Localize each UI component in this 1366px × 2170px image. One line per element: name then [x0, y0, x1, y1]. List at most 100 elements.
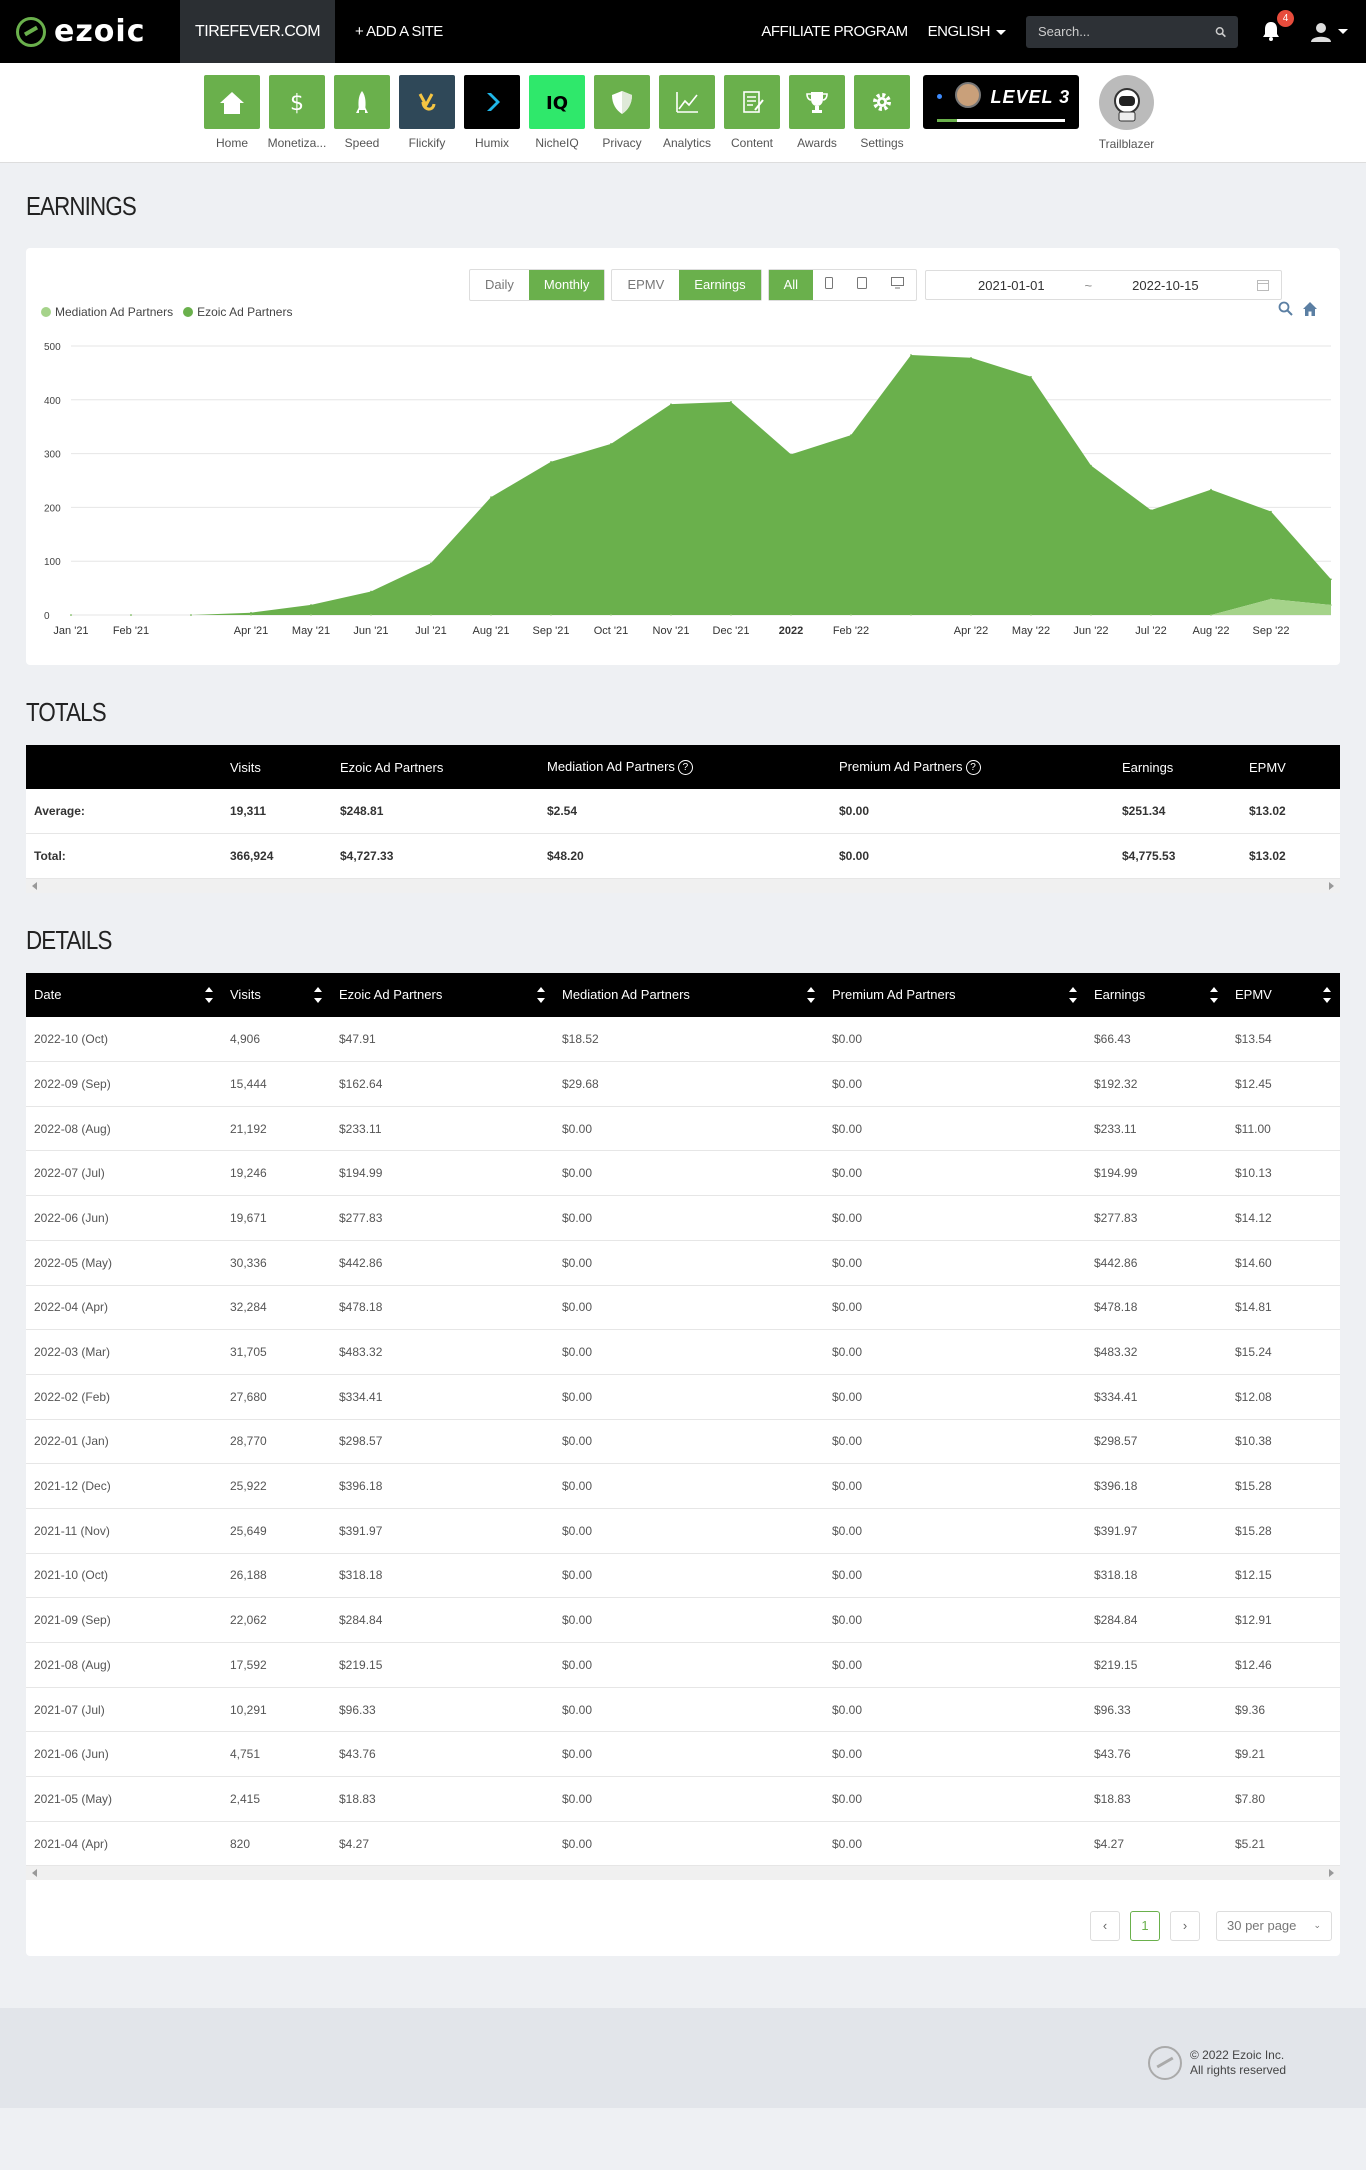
data-point[interactable]: [970, 614, 972, 616]
user-menu[interactable]: [1310, 21, 1348, 43]
current-site-tab[interactable]: TIREFEVER.COM: [180, 0, 335, 63]
data-point[interactable]: [250, 611, 252, 614]
details-horizontal-scrollbar[interactable]: [26, 1866, 1340, 1881]
monthly-button[interactable]: Monthly: [528, 270, 605, 300]
ezoic-logo[interactable]: ezoic: [0, 0, 180, 63]
data-point[interactable]: [490, 614, 492, 616]
scroll-right-arrow-icon[interactable]: [1329, 1869, 1334, 1878]
column-header[interactable]: Premium Ad Partners: [824, 972, 1086, 1017]
date-from[interactable]: 2021-01-01: [978, 277, 1045, 293]
column-header[interactable]: Earnings: [1086, 972, 1227, 1017]
app-home[interactable]: Home: [200, 75, 265, 150]
data-point[interactable]: [370, 614, 372, 616]
app-humix[interactable]: Humix: [460, 75, 525, 150]
notifications-button[interactable]: 4: [1260, 9, 1294, 44]
column-header[interactable]: Visits: [222, 972, 331, 1017]
zoom-icon[interactable]: [1278, 301, 1294, 317]
search-input[interactable]: [1038, 24, 1215, 39]
app-content[interactable]: Content: [720, 75, 785, 150]
per-page-select[interactable]: 30 per page ⌄: [1216, 1910, 1332, 1941]
sort-icon[interactable]: [536, 986, 546, 1003]
desktop-button[interactable]: [879, 270, 916, 300]
data-point[interactable]: [430, 562, 432, 564]
data-point[interactable]: [670, 403, 672, 405]
app-dollar[interactable]: $ Monetiza...: [265, 75, 330, 150]
series-area-ezoic[interactable]: [71, 354, 1331, 615]
data-point[interactable]: [1210, 614, 1212, 616]
data-point[interactable]: [1030, 375, 1032, 378]
data-point[interactable]: [610, 614, 612, 616]
date-range-picker[interactable]: 2021-01-01 ~ 2022-10-15: [925, 270, 1283, 300]
data-point[interactable]: [1270, 510, 1272, 513]
app-analytics[interactable]: Analytics: [655, 75, 720, 150]
app-tile[interactable]: [204, 75, 260, 129]
data-point[interactable]: [310, 614, 312, 616]
column-header[interactable]: EPMV: [1227, 972, 1340, 1017]
data-point[interactable]: [730, 614, 732, 616]
level-badge[interactable]: LEVEL 3: [922, 75, 1079, 129]
data-point[interactable]: [250, 614, 252, 616]
data-point[interactable]: [790, 453, 792, 456]
app-tile[interactable]: [789, 75, 845, 129]
column-header[interactable]: Ezoic Ad Partners: [331, 972, 554, 1017]
data-point[interactable]: [1330, 578, 1332, 581]
data-point[interactable]: [850, 434, 852, 436]
totals-horizontal-scrollbar[interactable]: [26, 878, 1340, 893]
data-point[interactable]: [190, 614, 192, 616]
data-point[interactable]: [1150, 509, 1152, 511]
tablet-button[interactable]: [845, 270, 879, 300]
app-tile[interactable]: IQ: [529, 75, 585, 129]
mobile-button[interactable]: [813, 270, 845, 300]
app-tile[interactable]: [334, 75, 390, 129]
data-point[interactable]: [1210, 488, 1212, 491]
app-tile[interactable]: [464, 75, 520, 129]
scroll-right-arrow-icon[interactable]: [1329, 881, 1334, 890]
daily-button[interactable]: Daily: [485, 277, 514, 292]
earnings-button[interactable]: Earnings: [679, 270, 761, 300]
app-iq[interactable]: IQ NicheIQ: [525, 75, 590, 150]
data-point[interactable]: [670, 614, 672, 616]
data-point[interactable]: [1090, 464, 1092, 467]
data-point[interactable]: [1090, 614, 1092, 616]
data-point[interactable]: [910, 614, 912, 616]
column-header[interactable]: Date: [26, 972, 222, 1017]
app-rocket[interactable]: Speed: [330, 75, 395, 150]
data-point[interactable]: [70, 614, 72, 616]
app-tile[interactable]: [854, 75, 910, 129]
data-point[interactable]: [550, 614, 552, 616]
sort-icon[interactable]: [1322, 986, 1332, 1003]
current-page-button[interactable]: 1: [1130, 1910, 1160, 1941]
data-point[interactable]: [550, 460, 552, 463]
data-point[interactable]: [370, 590, 372, 593]
app-tile[interactable]: [659, 75, 715, 129]
epmv-button[interactable]: EPMV: [627, 277, 665, 292]
data-point[interactable]: [730, 401, 732, 403]
sort-icon[interactable]: [313, 986, 323, 1003]
help-icon[interactable]: ?: [965, 760, 981, 776]
data-point[interactable]: [310, 604, 312, 606]
data-point[interactable]: [970, 356, 972, 359]
column-header[interactable]: Mediation Ad Partners: [554, 972, 824, 1017]
app-tile[interactable]: [724, 75, 780, 129]
prev-page-button[interactable]: ‹: [1090, 1910, 1120, 1941]
all-devices-button[interactable]: All: [768, 270, 814, 300]
data-point[interactable]: [490, 496, 492, 498]
search-icon[interactable]: [1215, 26, 1226, 38]
trailblazer-badge[interactable]: Trailblazer: [1087, 75, 1167, 151]
add-site-link[interactable]: + ADD A SITE: [355, 23, 443, 40]
app-shield[interactable]: Privacy: [590, 75, 655, 150]
data-point[interactable]: [850, 614, 852, 616]
date-to[interactable]: 2022-10-15: [1132, 277, 1199, 293]
sort-icon[interactable]: [1068, 986, 1078, 1003]
next-page-button[interactable]: ›: [1170, 1910, 1200, 1941]
sort-icon[interactable]: [1209, 986, 1219, 1003]
data-point[interactable]: [1030, 614, 1032, 616]
scroll-left-arrow-icon[interactable]: [32, 881, 37, 890]
legend-item[interactable]: Ezoic Ad Partners: [183, 305, 292, 319]
app-tile[interactable]: $: [269, 75, 325, 129]
app-gear[interactable]: Settings: [850, 75, 915, 150]
data-point[interactable]: [610, 443, 612, 445]
app-tile[interactable]: [594, 75, 650, 129]
data-point[interactable]: [790, 614, 792, 616]
app-flickify[interactable]: Flickify: [395, 75, 460, 150]
